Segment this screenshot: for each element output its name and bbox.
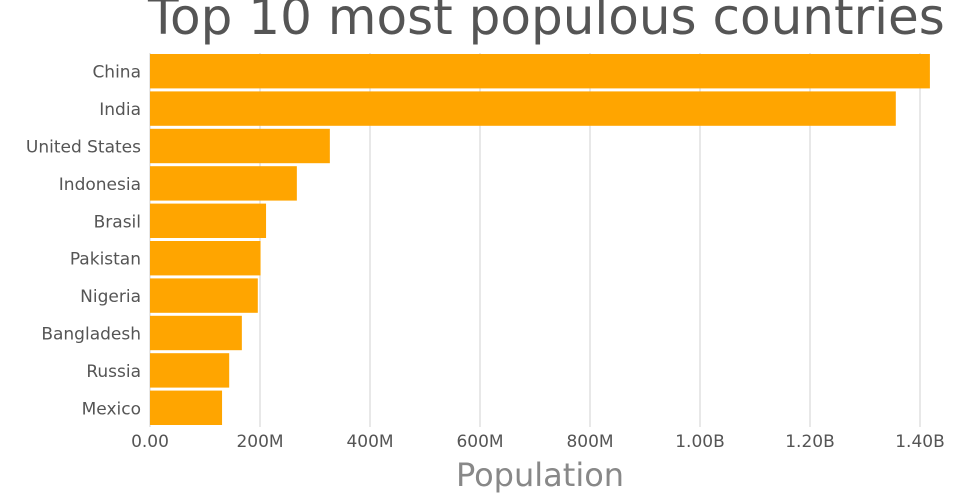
y-category-label: Pakistan: [70, 250, 141, 270]
bar-brasil: [150, 203, 267, 238]
y-category-label: Mexico: [82, 399, 141, 419]
x-tick-label: 1.40B: [895, 432, 945, 452]
x-tick-label: 600M: [456, 432, 503, 452]
y-category-label: Nigeria: [80, 287, 141, 307]
y-category-label: Russia: [86, 362, 141, 382]
x-tick-label: 200M: [236, 432, 283, 452]
bar-united-states: [150, 128, 330, 164]
y-category-label: Brasil: [94, 212, 141, 232]
x-tick-label: 800M: [566, 432, 613, 452]
bar-nigeria: [150, 278, 258, 313]
y-category-label: India: [99, 100, 141, 120]
bar-bangladesh: [150, 315, 242, 351]
x-tick-label: 400M: [346, 432, 393, 452]
y-category-label: Indonesia: [59, 175, 141, 195]
bar-russia: [150, 353, 230, 388]
bar-pakistan: [150, 241, 261, 276]
bar-india: [150, 91, 896, 126]
x-tick-label: 1.00B: [675, 432, 725, 452]
x-tick-label: 1.20B: [785, 432, 835, 452]
y-category-label: Bangladesh: [41, 325, 141, 345]
x-tick-label: 0.00: [131, 432, 169, 452]
bar-china: [150, 54, 930, 89]
y-category-label: United States: [26, 138, 141, 158]
x-axis-label: Population: [455, 456, 625, 494]
bar-mexico: [150, 390, 223, 425]
bar-indonesia: [150, 166, 297, 201]
y-category-label: China: [92, 63, 141, 83]
chart-title: Top 10 most populous countries: [148, 0, 945, 46]
